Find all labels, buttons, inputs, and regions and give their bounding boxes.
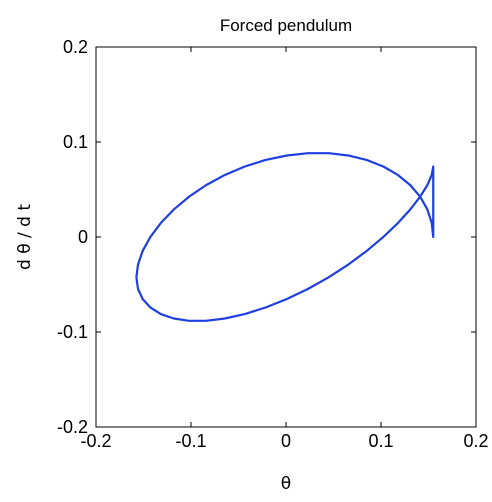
y-tick-label: 0 [78,227,88,247]
series-line [135,152,435,322]
y-tick-label: 0.1 [63,132,88,152]
y-axis-label: d θ / d t [15,204,35,270]
x-tick-label: 0 [281,431,291,451]
x-tick-label: 0.1 [368,431,393,451]
x-tick-label: 0.2 [463,431,488,451]
axis-ticks [95,46,477,428]
chart-title: Forced pendulum [220,16,352,35]
x-axis-label: θ [281,474,291,494]
y-tick-label: -0.2 [57,417,88,437]
series-group [135,152,435,322]
y-tick-label: 0.2 [63,37,88,57]
y-tick-label: -0.1 [57,322,88,342]
x-tick-label: -0.2 [80,431,111,451]
plot-frame [95,46,477,428]
x-tick-label: -0.1 [175,431,206,451]
tick-labels: -0.2 -0.1 0 0.1 0.2 -0.2 -0.1 0 0.1 0.2 [57,37,489,451]
